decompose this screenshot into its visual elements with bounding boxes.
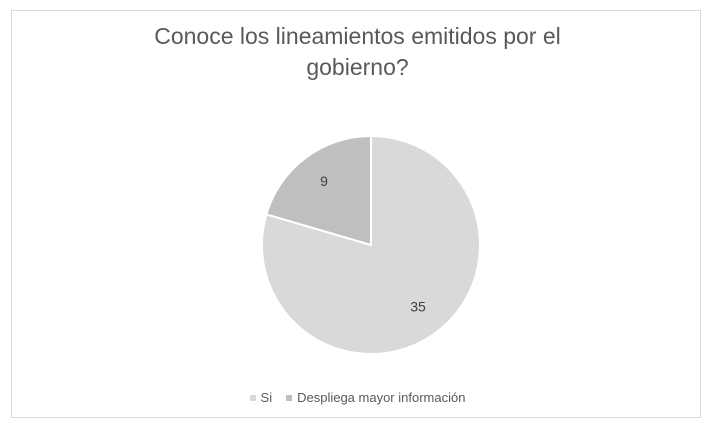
legend-swatch-si bbox=[249, 394, 256, 401]
chart-title-line-1: Conoce los lineamientos emitidos por el bbox=[154, 23, 561, 49]
legend-swatch-despliega bbox=[286, 394, 293, 401]
legend-item-despliega: Despliega mayor información bbox=[286, 390, 465, 405]
chart-legend: Si Despliega mayor información bbox=[0, 390, 715, 405]
legend-item-si: Si bbox=[249, 390, 273, 405]
data-label-1: 9 bbox=[320, 173, 328, 189]
legend-label-si: Si bbox=[260, 390, 273, 405]
pie-slice-1 bbox=[265, 134, 372, 247]
data-label-0: 35 bbox=[410, 299, 426, 315]
chart-title-line-2: gobierno? bbox=[306, 54, 409, 80]
legend-label-despliega: Despliega mayor información bbox=[297, 390, 466, 405]
chart-title: Conoce los lineamientos emitidos por el … bbox=[0, 21, 715, 83]
